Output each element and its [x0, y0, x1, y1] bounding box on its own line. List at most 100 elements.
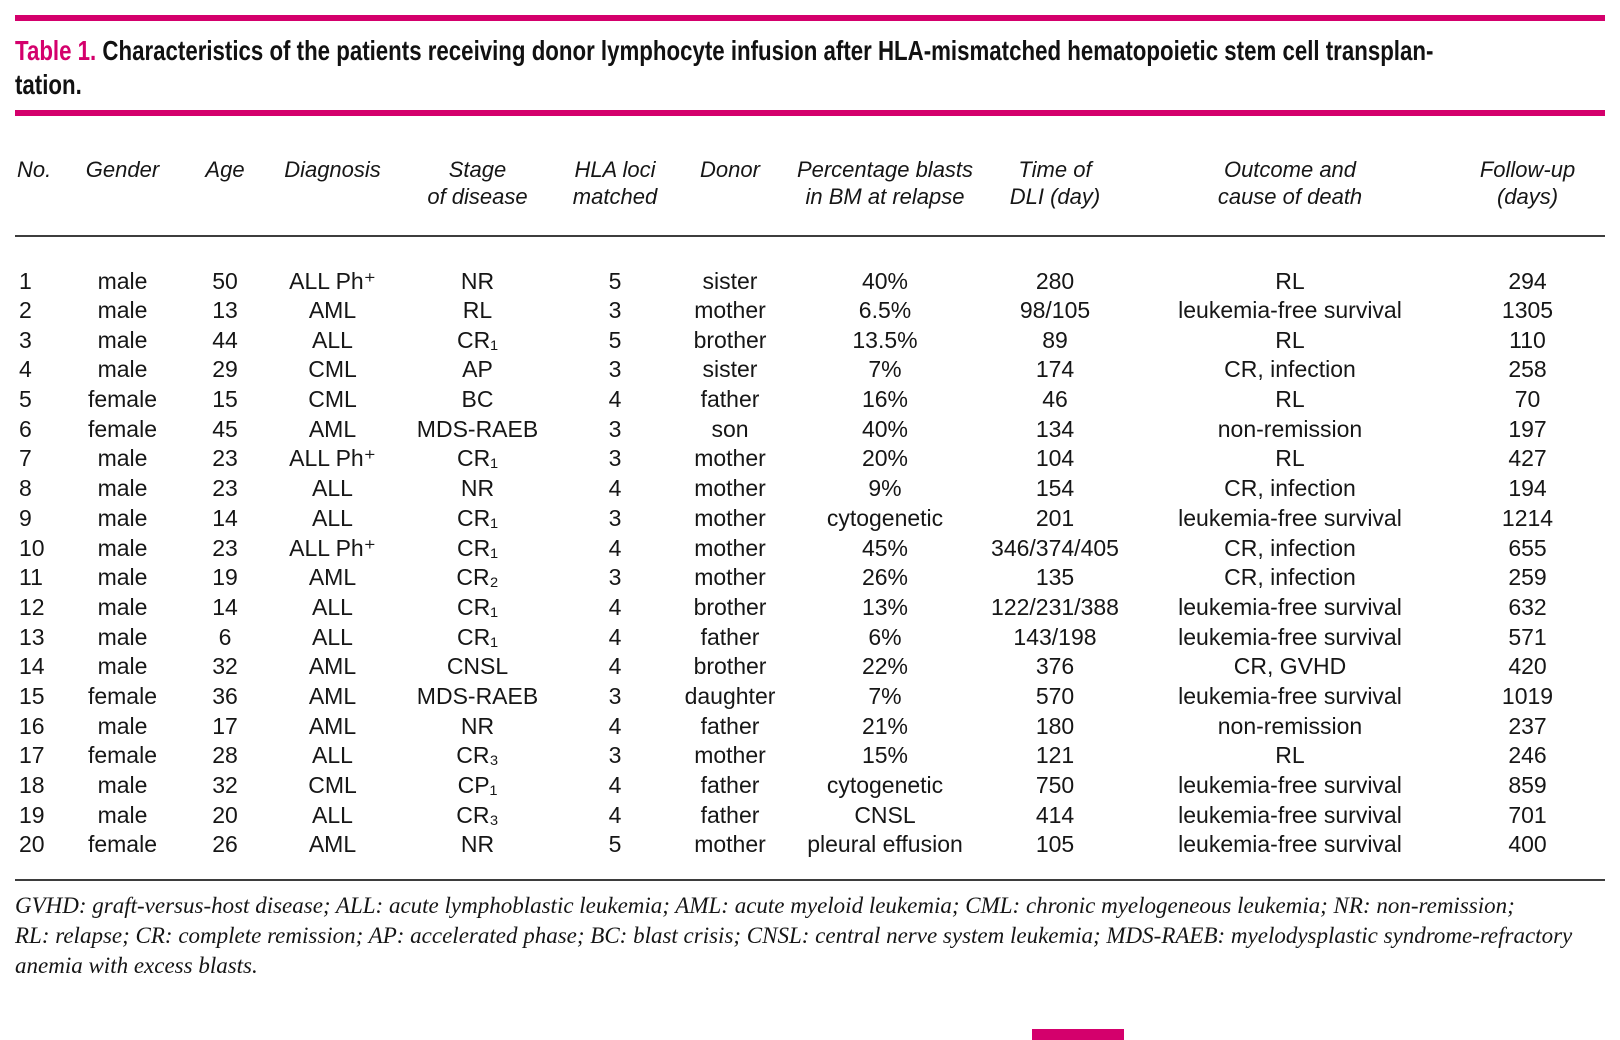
cell-no: 14	[19, 653, 45, 680]
table-caption-label: Table 1.	[15, 35, 97, 66]
table-caption-text: Characteristics of the patients receivin…	[15, 35, 1434, 100]
cell-dli: 122/231/388	[991, 593, 1119, 620]
cell-dli: 280	[1035, 267, 1075, 294]
cell-stage: RL	[462, 297, 493, 324]
cell-dli: 105	[980, 830, 1130, 881]
patients-table: No. Gender Age Diagnosis Stage of disease HLA…	[15, 116, 1605, 881]
table-row: 9 male 14 ALL CR₁ 3 mother cytogenetic 201 leukem…	[15, 504, 1605, 534]
cell-age: 15	[212, 386, 238, 413]
cell-hla: 3	[608, 445, 622, 472]
cell-followup: 237	[1508, 712, 1547, 739]
cell-diagnosis: ALL	[312, 623, 353, 650]
cell-dli: 174	[1035, 356, 1075, 383]
cell-followup: 571	[1508, 623, 1547, 650]
cell-donor: father	[700, 386, 760, 413]
cell-dli: 89	[1042, 326, 1068, 353]
cell-diagnosis: AML	[270, 830, 395, 881]
cell-donor: brother	[693, 593, 767, 620]
table-row: 20 female 26 AML NR 5 mother pleural effusion 10…	[15, 830, 1605, 881]
cell-gender: male	[97, 623, 148, 650]
cell-stage: CR₁	[457, 326, 498, 353]
table-row: 1 male 50 ALL Ph⁺ NR 5 sister 40% 280 RL 294	[15, 236, 1605, 296]
cell-blasts: 9%	[868, 475, 902, 502]
table-row: 5 female 15 CML BC 4 father 16% 46 RL 70	[15, 385, 1605, 415]
cell-diagnosis: ALL Ph⁺	[289, 445, 376, 472]
cell-gender: male	[97, 593, 148, 620]
cell-gender: male	[97, 534, 148, 561]
cell-outcome: leukemia-free survival	[1178, 682, 1402, 709]
cell-diagnosis: CML	[308, 386, 357, 413]
cell-gender: female	[87, 386, 158, 413]
cell-followup: 420	[1508, 653, 1547, 680]
cell-stage: CR₁	[457, 623, 498, 650]
table-row: 10 male 23 ALL Ph⁺ CR₁ 4 mother 45% 346/374/405 C…	[15, 533, 1605, 563]
table-caption: Table 1. Characteristics of the patients…	[15, 34, 1605, 102]
cell-followup: 70	[1514, 386, 1541, 413]
cell-outcome: leukemia-free survival	[1178, 593, 1402, 620]
cell-blasts: 22%	[861, 653, 909, 680]
table-header: No. Gender Age Diagnosis Stage of disease HLA…	[15, 116, 1605, 237]
cell-dli: 201	[1035, 504, 1075, 531]
col-header-no: No.	[15, 116, 65, 237]
cell-outcome: RL	[1275, 267, 1305, 294]
cell-hla: 3	[608, 564, 622, 591]
cell-stage: CP₁	[457, 772, 498, 799]
top-accent-rule	[15, 15, 1605, 21]
cell-followup: 194	[1508, 475, 1547, 502]
cell-no: 9	[19, 504, 32, 531]
cell-blasts: 6%	[868, 623, 902, 650]
table-row: 6 female 45 AML MDS-RAEB 3 son 40% 134 non-remiss…	[15, 414, 1605, 444]
header-row: No. Gender Age Diagnosis Stage of disease HLA…	[15, 116, 1605, 237]
cell-blasts: cytogenetic	[826, 504, 944, 531]
table-row: 2 male 13 AML RL 3 mother 6.5% 98/105 leukemia-fr…	[15, 296, 1605, 326]
cell-age: 19	[212, 564, 238, 591]
cell-blasts: 7%	[868, 356, 902, 383]
cell-age: 14	[212, 504, 238, 531]
cell-no: 16	[19, 712, 45, 739]
cell-followup: 294	[1508, 267, 1547, 294]
cell-dli: 135	[1035, 564, 1075, 591]
cell-no: 11	[19, 564, 43, 591]
cell-donor: sister	[702, 267, 758, 294]
cell-hla: 4	[608, 623, 622, 650]
cell-donor: father	[700, 623, 760, 650]
cell-diagnosis: ALL Ph⁺	[289, 267, 376, 294]
cell-donor: father	[700, 801, 760, 828]
cell-no: 12	[19, 593, 45, 620]
cell-dli: 134	[1035, 415, 1075, 442]
cell-gender: male	[97, 326, 148, 353]
cell-diagnosis: AML	[308, 415, 357, 442]
col-header-dli: Time of DLI (day)	[980, 116, 1130, 237]
col-header-outcome: Outcome and cause of death	[1130, 116, 1450, 237]
cell-donor: mother	[694, 534, 766, 561]
cell-blasts: 40%	[861, 267, 909, 294]
col-header-blasts: Percentage blasts in BM at relapse	[790, 116, 980, 237]
cell-outcome: non-remission	[1217, 415, 1363, 442]
cell-outcome: RL	[1275, 445, 1305, 472]
cell-outcome: non-remission	[1217, 712, 1363, 739]
paper-page: Table 1. Characteristics of the patients…	[0, 15, 1620, 1040]
cell-followup: 110	[1509, 326, 1546, 353]
cell-stage: CR₁	[457, 445, 498, 472]
cell-age: 20	[212, 801, 238, 828]
cell-outcome: leukemia-free survival	[1178, 801, 1402, 828]
cell-donor: mother	[694, 504, 766, 531]
cell-donor: mother	[694, 297, 766, 324]
cell-followup: 1305	[1501, 297, 1554, 324]
cell-diagnosis: CML	[308, 772, 357, 799]
cell-donor: brother	[693, 326, 767, 353]
cell-hla: 4	[608, 475, 622, 502]
cell-followup: 427	[1508, 445, 1547, 472]
cell-stage: MDS-RAEB	[416, 682, 539, 709]
cell-outcome: leukemia-free survival	[1178, 504, 1402, 531]
cell-blasts: 13%	[861, 593, 909, 620]
cell-stage: NR	[460, 267, 495, 294]
cell-dli: 46	[1042, 386, 1068, 413]
cell-followup: 197	[1508, 415, 1547, 442]
cell-diagnosis: ALL	[312, 801, 353, 828]
cell-stage: CR₂	[456, 564, 499, 591]
table-row: 16 male 17 AML NR 4 father 21% 180 non-remission 2…	[15, 711, 1605, 741]
cell-blasts: 6.5%	[858, 297, 912, 324]
cell-dli: 750	[1035, 772, 1075, 799]
cell-hla: 3	[608, 356, 622, 383]
